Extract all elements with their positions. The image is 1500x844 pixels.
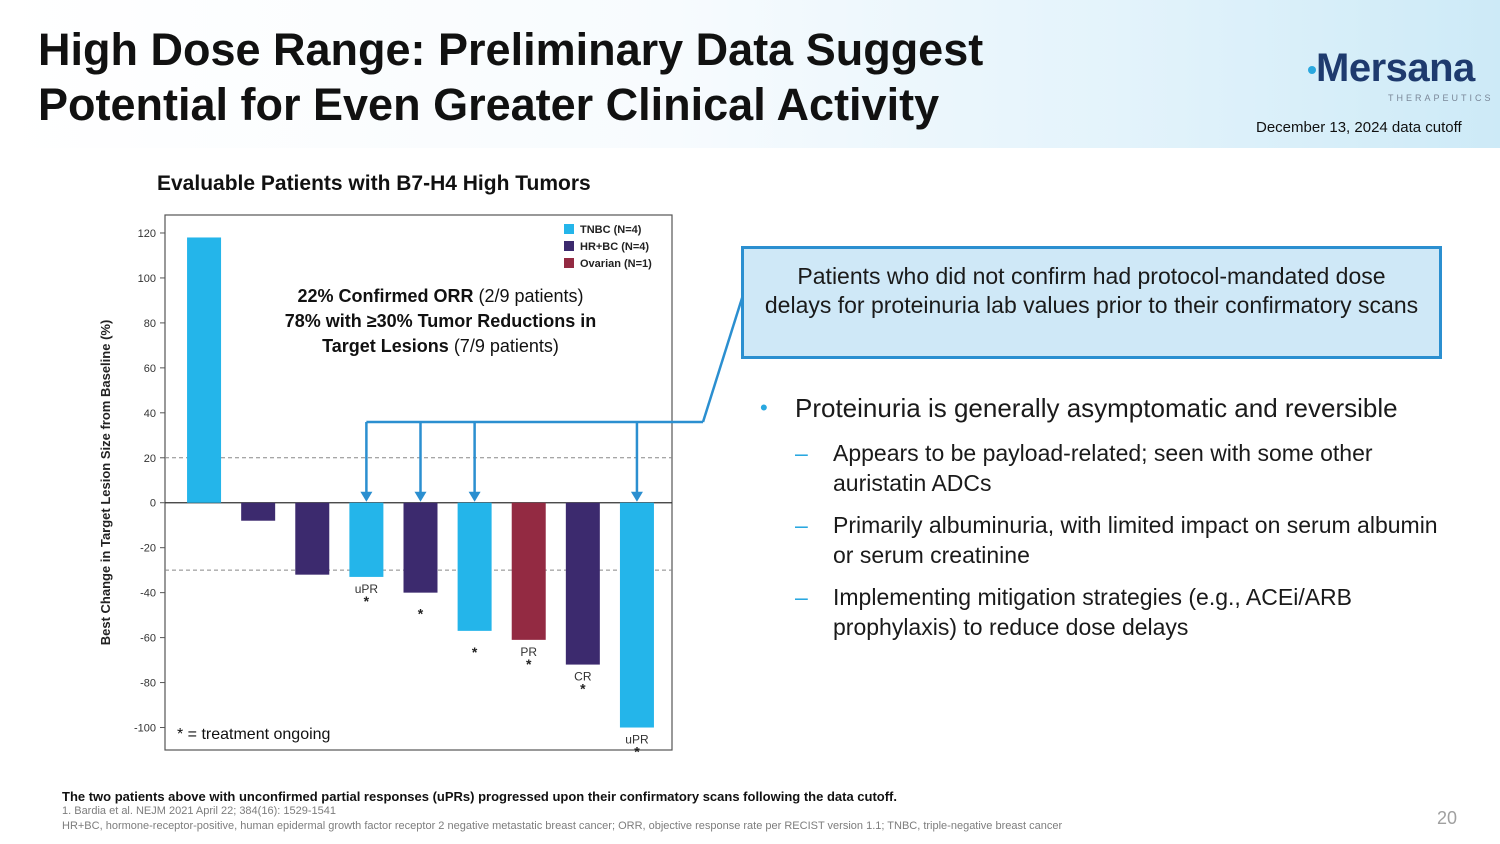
legend-swatch xyxy=(564,258,574,268)
bullet-sub-text: Appears to be payload-related; seen with… xyxy=(833,440,1373,496)
dash-icon: – xyxy=(795,584,808,610)
slide-title-line2: Potential for Even Greater Clinical Acti… xyxy=(38,79,940,130)
ongoing-marker: * xyxy=(580,681,586,697)
bar xyxy=(403,502,438,593)
ongoing-marker: * xyxy=(364,593,370,609)
ongoing-marker: * xyxy=(526,656,532,672)
page-number: 20 xyxy=(1437,808,1458,828)
bullet-main-text: Proteinuria is generally asymptomatic an… xyxy=(795,393,1398,423)
footnote-abbreviations: HR+BC, hormone-receptor-positive, human … xyxy=(62,820,1063,832)
legend-swatch xyxy=(564,241,574,251)
legend-label: Ovarian (N=1) xyxy=(580,258,652,270)
bar xyxy=(295,502,330,575)
chart-title: Evaluable Patients with B7-H4 High Tumor… xyxy=(157,172,591,195)
y-tick-label: -40 xyxy=(140,588,156,600)
y-axis-label: Best Change in Target Lesion Size from B… xyxy=(98,320,113,646)
y-tick-label: -100 xyxy=(134,723,156,735)
bar xyxy=(349,502,384,577)
y-tick-label: 40 xyxy=(144,408,156,420)
arrowhead-icon xyxy=(468,491,481,502)
footnote-reference: 1. Bardia et al. NEJM 2021 April 22; 384… xyxy=(62,805,336,817)
bar xyxy=(241,502,276,521)
y-tick-label: 100 xyxy=(138,273,156,285)
slide-title: High Dose Range: Preliminary Data Sugges… xyxy=(38,22,1188,132)
ongoing-marker: * xyxy=(418,606,424,622)
arrowhead-icon xyxy=(414,491,427,502)
y-tick-label: 0 xyxy=(150,498,156,510)
annotation-line2: 78% with ≥30% Tumor Reductions in xyxy=(285,311,597,331)
dash-icon: – xyxy=(795,512,808,538)
annotation-line1: 22% Confirmed ORR (2/9 patients) xyxy=(297,286,583,306)
bar-response-label: PR xyxy=(520,645,537,659)
ongoing-marker: * xyxy=(472,644,478,660)
y-tick-label: -20 xyxy=(140,543,156,555)
footnote-uprs: The two patients above with unconfirmed … xyxy=(62,789,897,804)
bar-response-label: uPR xyxy=(625,733,649,747)
slide-title-line1: High Dose Range: Preliminary Data Sugges… xyxy=(38,24,984,75)
data-cutoff-note: December 13, 2024 data cutoff xyxy=(1256,119,1462,136)
bullet-list: • Proteinuria is generally asymptomatic … xyxy=(760,392,1460,642)
connector-to-callout xyxy=(701,294,745,423)
mersana-logo: Mersana THERAPEUTICS xyxy=(1308,46,1491,106)
logo-dot-icon xyxy=(1308,66,1316,74)
bar xyxy=(187,237,222,503)
y-tick-label: -60 xyxy=(140,633,156,645)
bar xyxy=(511,502,546,640)
bar xyxy=(565,502,600,665)
arrowhead-icon xyxy=(360,491,373,502)
arrowhead-icon xyxy=(630,491,643,502)
bullet-dot-icon: • xyxy=(760,395,768,420)
logo-word: Mersana xyxy=(1316,46,1475,90)
y-tick-label: 120 xyxy=(138,228,156,240)
legend-label: HR+BC (N=4) xyxy=(580,241,649,253)
bar xyxy=(619,502,654,728)
bullet-sub-text: Primarily albuminuria, with limited impa… xyxy=(833,512,1438,568)
bullet-sub-3: – Implementing mitigation strategies (e.… xyxy=(760,582,1460,642)
callout-box: Patients who did not confirm had protoco… xyxy=(741,246,1442,359)
y-tick-label: 80 xyxy=(144,318,156,330)
bullet-sub-2: – Primarily albuminuria, with limited im… xyxy=(760,510,1460,570)
dash-icon: – xyxy=(795,440,808,466)
bar xyxy=(457,502,492,631)
bullet-sub-text: Implementing mitigation strategies (e.g.… xyxy=(833,584,1353,640)
ongoing-note: * = treatment ongoing xyxy=(177,726,330,743)
y-tick-label: 60 xyxy=(144,363,156,375)
waterfall-chart: 120 100 80 60 40 20 0 -20 -40 -60 -80 -100 Best Chan… xyxy=(98,214,745,760)
bar-response-label: CR xyxy=(574,670,592,684)
bullet-main: • Proteinuria is generally asymptomatic … xyxy=(760,392,1460,424)
y-tick-label: 20 xyxy=(144,453,156,465)
bullet-sub-1: – Appears to be payload-related; seen wi… xyxy=(760,438,1460,498)
header-band xyxy=(0,0,1500,148)
annotation-line3: Target Lesions (7/9 patients) xyxy=(322,336,559,356)
legend-swatch xyxy=(564,224,574,234)
bar-response-label: uPR xyxy=(355,582,379,596)
legend-label: TNBC (N=4) xyxy=(580,224,642,236)
ongoing-marker: * xyxy=(634,744,640,760)
logo-subtitle: THERAPEUTICS xyxy=(1388,93,1494,103)
y-tick-label: -80 xyxy=(140,678,156,690)
